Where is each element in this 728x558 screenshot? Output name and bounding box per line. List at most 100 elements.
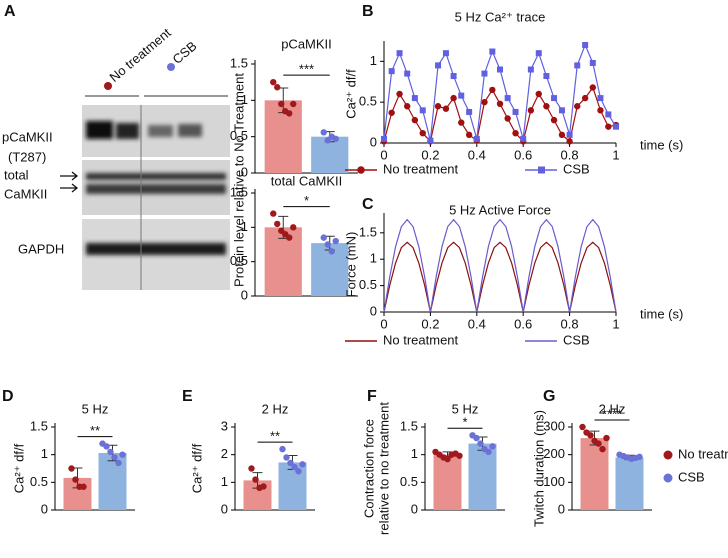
marker	[466, 108, 473, 115]
y-tick-label: 300	[543, 418, 565, 433]
marker	[589, 59, 596, 66]
band	[86, 243, 226, 255]
marker	[442, 105, 450, 112]
y-tick-label: 0	[221, 501, 228, 516]
y-axis-label: Force (mN)	[343, 232, 358, 298]
y-tick-label: 0.5	[359, 94, 377, 109]
x-tick-label: 0.4	[468, 147, 486, 162]
y-axis-label: Twitch duration (ms)	[531, 410, 546, 527]
y-tick-label: 0.5	[230, 128, 248, 143]
y-tick-label: 0	[241, 164, 248, 179]
data-point	[286, 234, 293, 241]
y-axis-label: Ca²⁺ df/f	[11, 443, 26, 493]
marker	[473, 135, 480, 142]
marker	[597, 107, 604, 114]
band	[86, 121, 113, 139]
band	[86, 184, 226, 194]
y-tick-label: 0	[41, 501, 48, 516]
marker	[489, 48, 496, 55]
marker	[442, 50, 449, 57]
data-point	[579, 423, 586, 431]
marker	[396, 90, 403, 98]
band	[148, 125, 173, 137]
legend-label: No treatment	[383, 161, 459, 176]
marker	[520, 135, 527, 142]
x-tick-label: 1	[612, 147, 619, 162]
marker	[497, 66, 503, 73]
marker	[574, 103, 581, 110]
data-point	[603, 434, 610, 442]
marker	[465, 131, 473, 139]
y-axis-label: Ca²⁺ df/f	[343, 69, 358, 119]
data-point	[636, 453, 643, 461]
x-tick-label: 0.8	[561, 147, 579, 162]
marker	[419, 130, 426, 137]
data-point	[274, 220, 281, 228]
data-point	[299, 461, 306, 468]
lane-dot	[104, 82, 112, 90]
marker	[404, 70, 411, 77]
marker	[605, 123, 612, 130]
y-tick-label: 1.5	[230, 184, 248, 199]
data-point	[290, 100, 297, 108]
significance: **	[90, 423, 100, 438]
data-point	[290, 224, 297, 231]
marker	[481, 70, 488, 77]
marker	[404, 103, 411, 110]
bar	[615, 457, 644, 510]
y-tick-label: 0.5	[359, 277, 377, 292]
marker	[543, 73, 550, 80]
y-tick-label: 1.5	[230, 55, 248, 70]
y-tick-label: 1	[241, 219, 248, 234]
data-point	[80, 483, 87, 490]
marker	[381, 135, 387, 142]
x-tick-label: 0.2	[421, 147, 439, 162]
data-point	[456, 452, 463, 459]
blot-row-label: CaMKII	[4, 186, 47, 201]
y-tick-label: 0	[370, 134, 377, 149]
chart-title: 5 Hz Ca²⁺ trace	[455, 9, 546, 24]
marker	[458, 119, 465, 126]
marker	[543, 103, 550, 110]
data-point	[328, 248, 335, 255]
marker	[550, 116, 558, 124]
data-point	[595, 440, 602, 447]
lane-label: No treatment	[106, 25, 174, 85]
blot-row-label: (T287)	[8, 149, 46, 164]
x-tick-label: 0.6	[514, 316, 532, 331]
data-point	[270, 210, 277, 217]
y-tick-label: 0	[241, 287, 248, 302]
marker	[597, 95, 604, 102]
chart-title: 5 Hz	[82, 401, 109, 416]
data-point	[68, 465, 75, 472]
data-point	[72, 476, 79, 483]
band	[116, 123, 139, 139]
marker	[535, 90, 542, 98]
marker	[396, 50, 403, 57]
legend-label: No treatment	[678, 446, 728, 461]
legend-marker	[357, 166, 365, 174]
significance: *	[462, 415, 467, 430]
legend-marker	[538, 166, 545, 174]
marker	[582, 42, 589, 48]
marker	[589, 84, 596, 91]
data-point	[115, 459, 122, 467]
x-tick-label: 0.2	[421, 316, 439, 331]
chart-title: total CaMKII	[271, 173, 343, 188]
marker	[411, 116, 419, 124]
marker	[527, 107, 535, 114]
bar	[433, 454, 462, 510]
y-tick-label: 100	[543, 474, 565, 489]
x-axis-label: time (s)	[640, 306, 683, 321]
bar	[98, 453, 127, 510]
data-point	[286, 110, 293, 117]
data-point	[332, 135, 339, 143]
y-tick-label: 1.5	[400, 418, 418, 433]
marker	[512, 130, 519, 137]
marker	[566, 131, 573, 138]
x-tick-label: 0.6	[514, 147, 532, 162]
marker	[419, 107, 426, 114]
marker	[613, 123, 619, 130]
data-point	[291, 463, 298, 471]
